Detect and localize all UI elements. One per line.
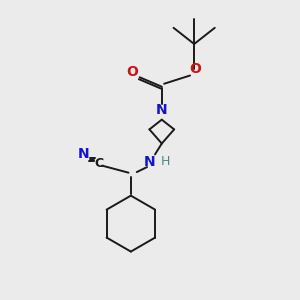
- Text: C: C: [94, 157, 103, 170]
- Text: N: N: [156, 103, 168, 117]
- Text: O: O: [189, 62, 201, 76]
- Text: N: N: [78, 147, 90, 161]
- Text: N: N: [144, 155, 156, 169]
- Text: O: O: [126, 65, 138, 79]
- Text: H: H: [161, 155, 170, 168]
